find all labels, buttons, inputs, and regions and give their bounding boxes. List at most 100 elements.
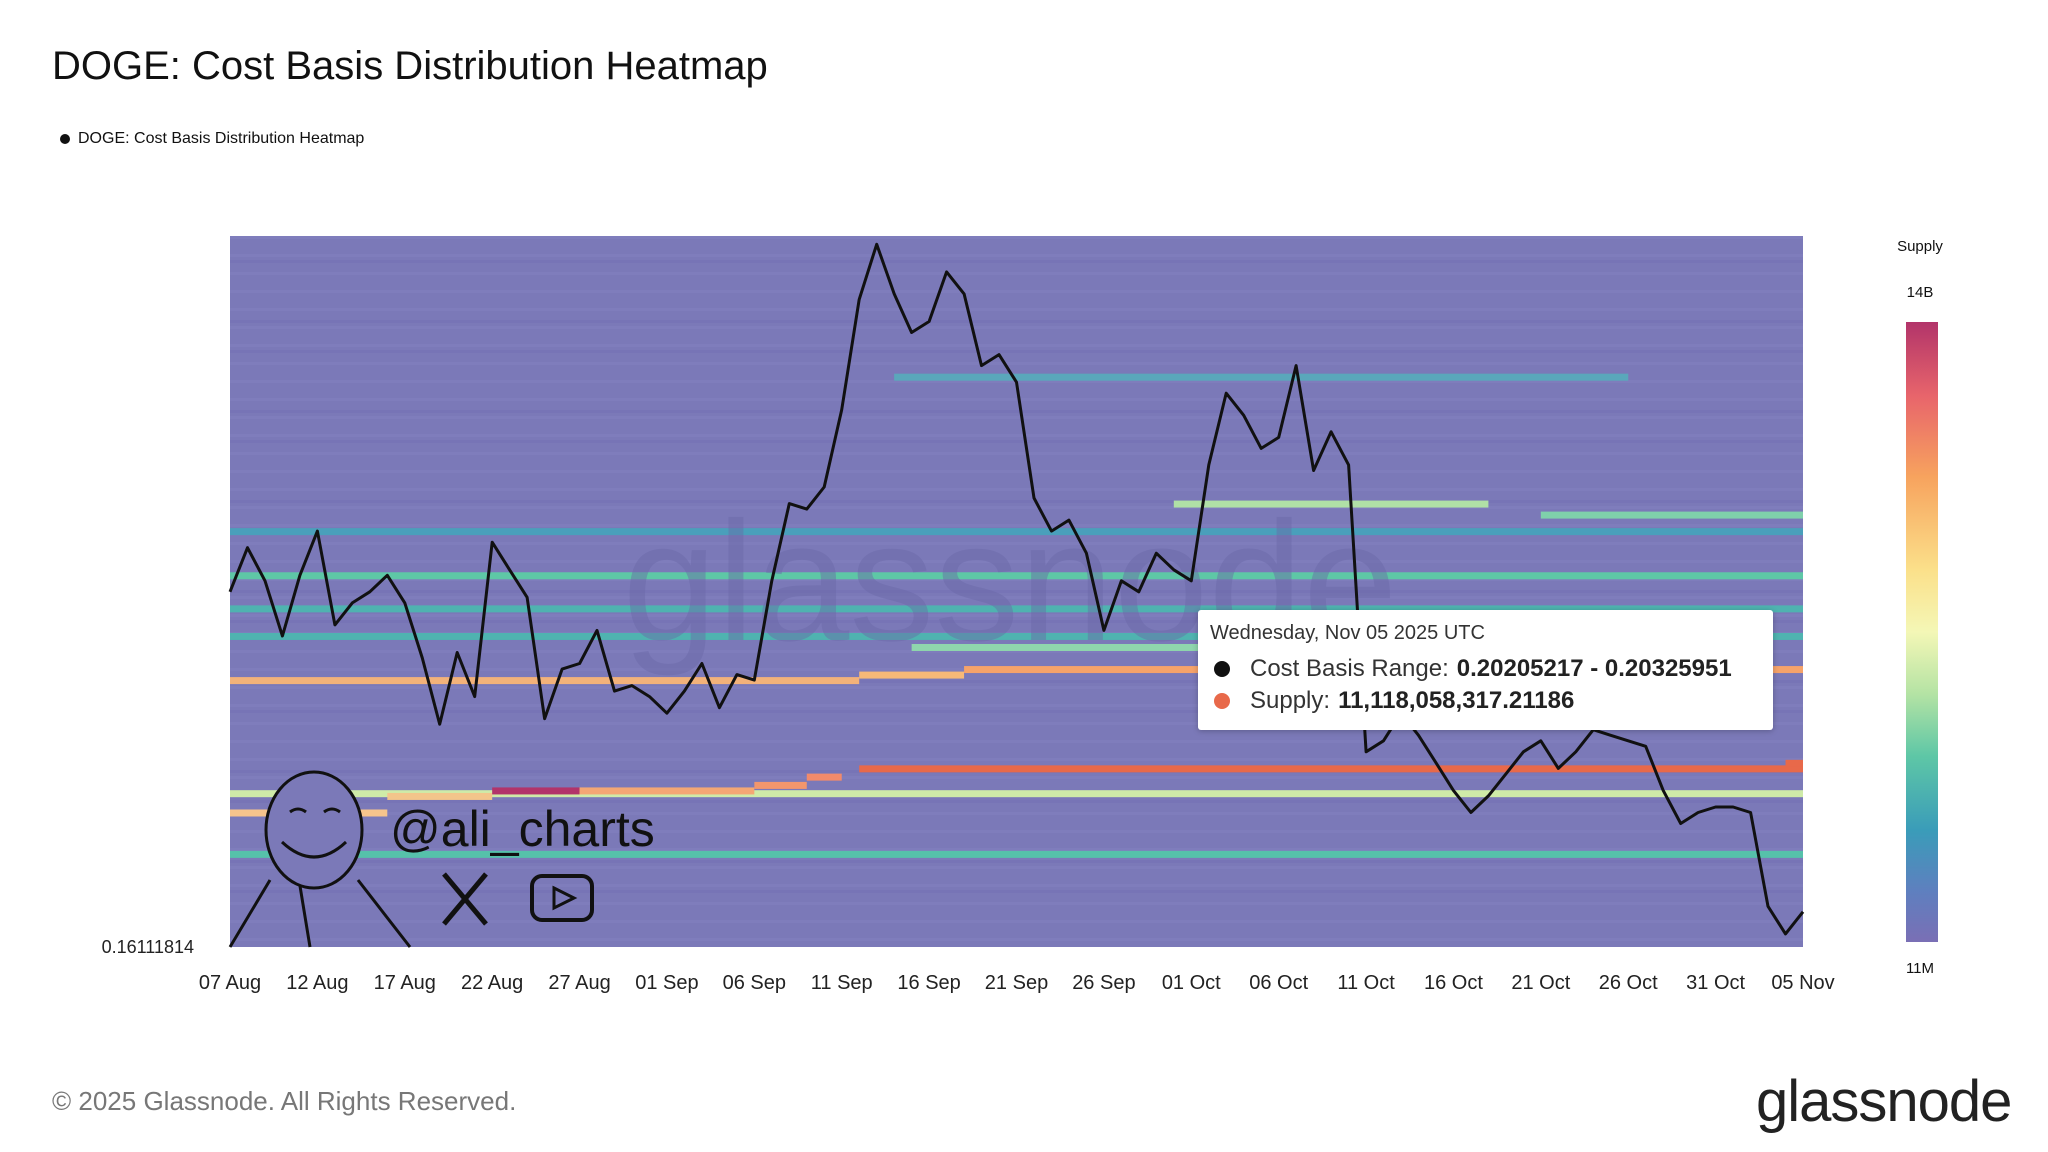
heat-texture-row <box>230 470 1803 473</box>
heat-band <box>492 787 580 795</box>
heat-texture-row <box>230 620 1803 623</box>
heat-band <box>859 765 1803 773</box>
tooltip-date: Wednesday, Nov 05 2025 UTC <box>1210 622 1485 644</box>
tooltip-supply-row: Supply: 11,118,058,317.21186 <box>1210 685 1761 717</box>
x-tick-label: 11 Sep <box>811 972 873 994</box>
heat-texture-row <box>230 440 1803 443</box>
heat-band <box>230 528 1803 536</box>
colorbar-gradient <box>1906 322 1938 942</box>
heat-texture-row <box>230 578 1803 581</box>
heat-band <box>230 677 860 685</box>
tooltip-range-row: Cost Basis Range: 0.20205217 - 0.2032595… <box>1210 653 1761 685</box>
x-tick-label: 06 Sep <box>723 972 786 994</box>
x-logo-icon[interactable] <box>442 872 488 926</box>
heat-band <box>894 373 1629 381</box>
heat-texture-row <box>230 680 1803 683</box>
x-tick-label: 06 Oct <box>1249 972 1308 994</box>
heat-texture-row <box>230 800 1803 803</box>
tooltip-range-value: 0.20205217 - 0.20325951 <box>1456 655 1732 682</box>
colorbar-min-label: 11M <box>1905 960 1935 977</box>
colorbar-max-label: 14B <box>1906 284 1934 301</box>
heat-texture-row <box>230 524 1803 527</box>
heat-texture-row <box>230 236 1803 239</box>
heat-band <box>579 787 755 795</box>
x-tick-label: 26 Oct <box>1599 972 1658 994</box>
x-tick-label: 27 Aug <box>548 972 610 994</box>
heat-texture-row <box>230 740 1803 743</box>
heat-texture-row <box>230 560 1803 563</box>
tooltip-supply-value: 11,118,058,317.21186 <box>1338 687 1575 714</box>
tooltip-supply-label: Supply: <box>1250 687 1331 714</box>
heat-texture-row <box>230 830 1803 833</box>
heat-texture-row <box>230 758 1803 761</box>
legend-marker-icon <box>60 134 70 144</box>
heat-texture-row <box>230 890 1803 893</box>
heat-band <box>230 572 1803 580</box>
heat-band <box>387 792 493 800</box>
heat-texture-row <box>230 488 1803 491</box>
x-tick-label: 31 Oct <box>1686 972 1745 994</box>
heat-texture-row <box>230 506 1803 509</box>
heat-band <box>1540 511 1803 519</box>
x-tick-label: 12 Aug <box>286 972 348 994</box>
x-tick-label: 17 Aug <box>374 972 436 994</box>
heat-texture-row <box>230 542 1803 545</box>
heat-texture-row <box>230 722 1803 725</box>
heat-texture-row <box>230 452 1803 455</box>
price-line <box>228 242 1805 936</box>
heat-texture-row <box>230 362 1803 365</box>
heat-texture-row <box>230 326 1803 329</box>
supply-dot-icon <box>1214 693 1230 709</box>
heat-texture-row <box>230 350 1803 353</box>
x-tick-label: 22 Aug <box>461 972 523 994</box>
x-tick-label: 07 Aug <box>199 972 261 994</box>
legend-label: DOGE: Cost Basis Distribution Heatmap <box>78 130 365 147</box>
glassnode-logo[interactable]: glassnode <box>1756 1069 2012 1134</box>
heat-band <box>230 850 1803 858</box>
chart-tooltip: Wednesday, Nov 05 2025 UTC Cost Basis Ra… <box>1198 610 1773 730</box>
copyright-footer: © 2025 Glassnode. All Rights Reserved. <box>52 1086 517 1116</box>
watermark-handle: @ali_charts <box>390 801 655 857</box>
heat-texture-row <box>230 902 1803 905</box>
heat-texture-row <box>230 500 1803 503</box>
heat-band <box>230 790 1803 798</box>
x-tick-label: 21 Oct <box>1511 972 1570 994</box>
heat-band <box>230 632 1803 640</box>
x-tick-label: 11 Oct <box>1337 972 1395 994</box>
heat-band <box>859 671 965 679</box>
heat-texture-row <box>230 710 1803 713</box>
heat-texture-row <box>230 596 1803 599</box>
heat-texture-row <box>230 254 1803 257</box>
x-tick-label: 01 Sep <box>635 972 698 994</box>
tooltip-range-label: Cost Basis Range: <box>1250 655 1449 682</box>
heat-texture-row <box>230 938 1803 941</box>
heat-texture-row <box>230 848 1803 851</box>
heat-texture-row <box>230 866 1803 869</box>
range-dot-icon <box>1214 661 1230 677</box>
heat-texture-row <box>230 812 1803 815</box>
x-tick-label: 16 Oct <box>1424 972 1483 994</box>
x-tick-label: 01 Oct <box>1162 972 1221 994</box>
heat-texture-row <box>230 704 1803 707</box>
heat-texture-row <box>230 290 1803 293</box>
heat-texture-row <box>230 410 1803 413</box>
x-tick-label: 05 Nov <box>1771 972 1834 994</box>
x-tick-label: 26 Sep <box>1072 972 1135 994</box>
youtube-icon[interactable] <box>530 874 594 922</box>
heat-band <box>1785 759 1803 767</box>
colorbar-title: Supply <box>1897 238 1943 255</box>
heat-texture-row <box>230 590 1803 593</box>
heat-texture-row <box>230 416 1803 419</box>
heat-texture-row <box>230 776 1803 779</box>
x-tick-label: 21 Sep <box>985 972 1048 994</box>
heat-texture-row <box>230 860 1803 863</box>
heat-band <box>230 605 1803 613</box>
heat-texture-row <box>230 884 1803 887</box>
heat-texture-row <box>230 650 1803 653</box>
heat-texture-row <box>230 308 1803 311</box>
heat-texture-row <box>230 320 1803 323</box>
heat-band <box>806 773 842 781</box>
heat-texture-row <box>230 260 1803 263</box>
chart-legend[interactable]: DOGE: Cost Basis Distribution Heatmap <box>60 130 364 148</box>
